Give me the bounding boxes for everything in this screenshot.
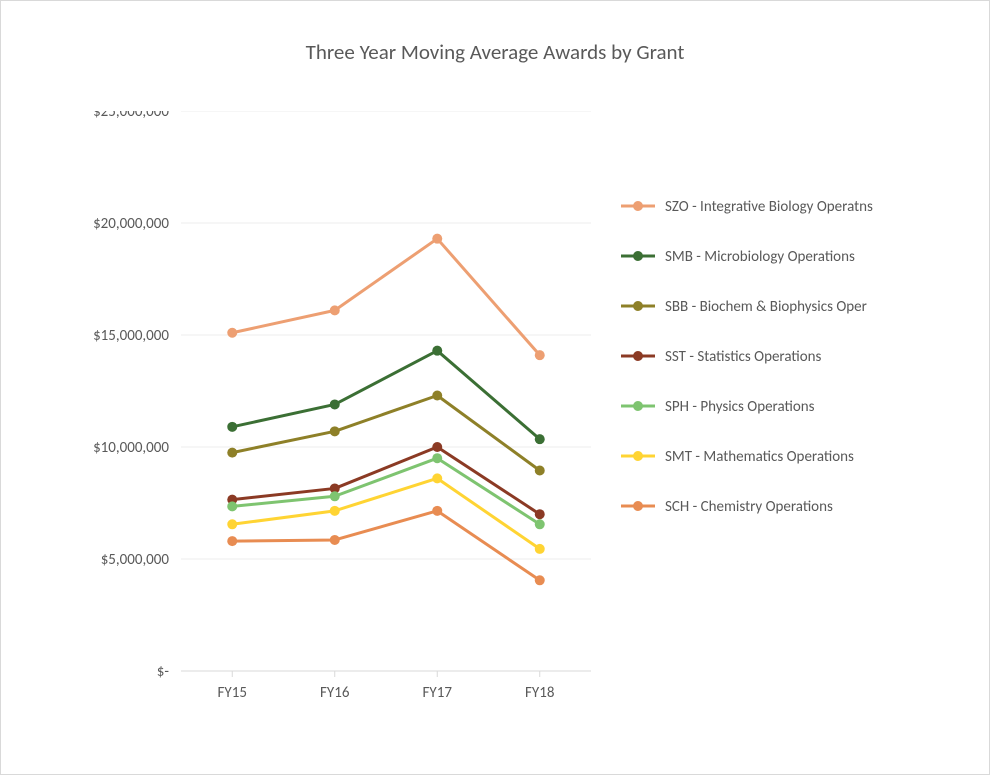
series-line-SST [232, 447, 540, 514]
y-tick-label: $15,000,000 [93, 327, 169, 345]
series-marker-SPH [432, 453, 442, 463]
series-marker-SMT [330, 506, 340, 516]
series-line-SMB [232, 351, 540, 439]
series-marker-SZO [330, 305, 340, 315]
legend-label: SZO - Integrative Biology Operatns [665, 198, 873, 216]
series-marker-SPH [227, 501, 237, 511]
legend-label: SST - Statistics Operations [665, 348, 822, 366]
series-marker-SZO [535, 350, 545, 360]
x-tick-label: FY18 [525, 684, 554, 702]
series-marker-SBB [227, 448, 237, 458]
x-tick-label: FY15 [218, 684, 247, 702]
series-marker-SZO [227, 328, 237, 338]
series-marker-SCH [330, 535, 340, 545]
legend: SZO - Integrative Biology Operatns SMB - … [621, 198, 873, 516]
series-marker-SCH [432, 506, 442, 516]
legend-label: SMT - Mathematics Operations [665, 448, 854, 466]
series-marker-SMB [227, 422, 237, 432]
y-tick-label: $25,000,000 [93, 111, 169, 121]
series-marker-SMB [432, 346, 442, 356]
series-marker-SBB [432, 390, 442, 400]
series-marker-SCH [227, 536, 237, 546]
series-line-SCH [232, 511, 540, 580]
y-tick-label: $20,000,000 [93, 215, 169, 233]
series-line-SZO [232, 239, 540, 355]
chart-frame: Three Year Moving Average Awards by Gran… [0, 0, 990, 775]
y-tick-label: $- [157, 663, 170, 681]
y-tick-label: $5,000,000 [101, 551, 170, 569]
series-marker-SMB [330, 399, 340, 409]
x-tick-label: FY17 [423, 684, 453, 702]
legend-label: SBB - Biochem & Biophysics Oper [665, 298, 867, 316]
series-marker-SST [535, 509, 545, 519]
series-marker-SBB [535, 466, 545, 476]
legend-label: SPH - Physics Operations [665, 398, 815, 416]
series-marker-SCH [535, 575, 545, 585]
series-marker-SMT [227, 519, 237, 529]
plot-area: $- $5,000,000 $10,000,000 $15,000,000 $2… [61, 111, 931, 731]
series-marker-SST [432, 442, 442, 452]
legend-label: SMB - Microbiology Operations [665, 248, 855, 266]
chart-title: Three Year Moving Average Awards by Gran… [1, 39, 989, 65]
line-chart-svg: $- $5,000,000 $10,000,000 $15,000,000 $2… [61, 111, 931, 731]
series-marker-SMB [535, 434, 545, 444]
series-marker-SMT [535, 544, 545, 554]
series-marker-SMT [432, 473, 442, 483]
y-tick-label: $10,000,000 [93, 439, 169, 457]
series-marker-SPH [330, 491, 340, 501]
series-marker-SPH [535, 519, 545, 529]
legend-label: SCH - Chemistry Operations [665, 498, 833, 516]
x-tick-label: FY16 [320, 684, 350, 702]
series-marker-SZO [432, 234, 442, 244]
series-line-SBB [232, 395, 540, 470]
series-marker-SBB [330, 426, 340, 436]
series-line-SMT [232, 478, 540, 549]
